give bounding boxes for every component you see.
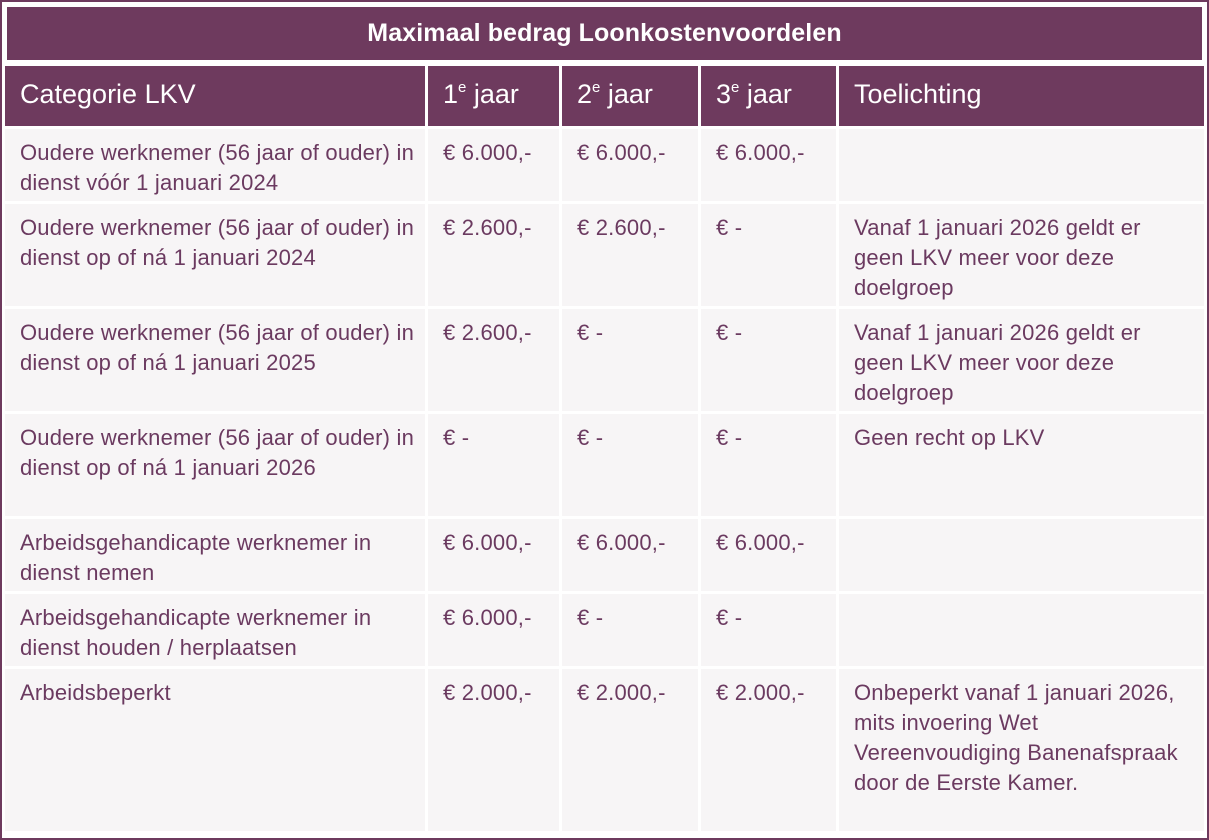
header-year-1-sup: e <box>458 78 467 96</box>
cell-year-1: € 6.000,- <box>428 516 562 591</box>
table-row: Oudere werknemer (56 jaar of ouder) in d… <box>5 126 1204 201</box>
cell-note: Geen recht op LKV <box>839 411 1204 516</box>
table-row: Oudere werknemer (56 jaar of ouder) in d… <box>5 306 1204 411</box>
header-year-3: 3e jaar <box>701 66 839 126</box>
header-year-2: 2e jaar <box>562 66 701 126</box>
header-year-3-num: 3 <box>716 78 732 109</box>
cell-year-1: € 6.000,- <box>428 126 562 201</box>
cell-category: Arbeidsgehandicapte werknemer in dienst … <box>5 516 428 591</box>
cell-year-1: € - <box>428 411 562 516</box>
cell-year-1: € 2.600,- <box>428 306 562 411</box>
cell-note <box>839 591 1204 666</box>
cell-year-2: € 2.000,- <box>562 666 701 831</box>
header-year-1: 1e jaar <box>428 66 562 126</box>
cell-year-3: € 6.000,- <box>701 516 839 591</box>
cell-year-3: € - <box>701 591 839 666</box>
cell-category: Oudere werknemer (56 jaar of ouder) in d… <box>5 411 428 516</box>
header-year-1-word: jaar <box>466 78 519 109</box>
header-year-2-word: jaar <box>600 78 653 109</box>
lkv-table: Categorie LKV 1e jaar 2e jaar 3e jaar To… <box>5 66 1204 831</box>
cell-note <box>839 126 1204 201</box>
table-row: Arbeidsbeperkt € 2.000,- € 2.000,- € 2.0… <box>5 666 1204 831</box>
header-year-2-sup: e <box>592 78 601 96</box>
cell-year-2: € 2.600,- <box>562 201 701 306</box>
header-explanation: Toelichting <box>839 66 1204 126</box>
cell-category: Arbeidsgehandicapte werknemer in dienst … <box>5 591 428 666</box>
header-category: Categorie LKV <box>5 66 428 126</box>
cell-year-3: € 6.000,- <box>701 126 839 201</box>
header-year-1-num: 1 <box>443 78 459 109</box>
table-row: Arbeidsgehandicapte werknemer in dienst … <box>5 516 1204 591</box>
cell-category: Oudere werknemer (56 jaar of ouder) in d… <box>5 201 428 306</box>
cell-year-2: € 6.000,- <box>562 126 701 201</box>
header-year-2-num: 2 <box>577 78 593 109</box>
cell-year-1: € 2.600,- <box>428 201 562 306</box>
cell-year-3: € - <box>701 201 839 306</box>
table-row: Oudere werknemer (56 jaar of ouder) in d… <box>5 411 1204 516</box>
header-year-3-sup: e <box>731 78 740 96</box>
cell-note: Vanaf 1 januari 2026 geldt er geen LKV m… <box>839 201 1204 306</box>
cell-category: Oudere werknemer (56 jaar of ouder) in d… <box>5 126 428 201</box>
cell-category: Oudere werknemer (56 jaar of ouder) in d… <box>5 306 428 411</box>
cell-note: Onbeperkt vanaf 1 januari 2026, mits inv… <box>839 666 1204 831</box>
table-title: Maximaal bedrag Loonkostenvoordelen <box>5 5 1204 62</box>
cell-category: Arbeidsbeperkt <box>5 666 428 831</box>
cell-year-3: € - <box>701 306 839 411</box>
cell-note: Vanaf 1 januari 2026 geldt er geen LKV m… <box>839 306 1204 411</box>
header-row: Categorie LKV 1e jaar 2e jaar 3e jaar To… <box>5 66 1204 126</box>
cell-year-2: € - <box>562 411 701 516</box>
header-year-3-word: jaar <box>739 78 792 109</box>
cell-year-1: € 6.000,- <box>428 591 562 666</box>
cell-year-1: € 2.000,- <box>428 666 562 831</box>
cell-year-3: € - <box>701 411 839 516</box>
cell-year-2: € 6.000,- <box>562 516 701 591</box>
cell-year-2: € - <box>562 591 701 666</box>
cell-note <box>839 516 1204 591</box>
cell-year-3: € 2.000,- <box>701 666 839 831</box>
table-row: Oudere werknemer (56 jaar of ouder) in d… <box>5 201 1204 306</box>
table-row: Arbeidsgehandicapte werknemer in dienst … <box>5 591 1204 666</box>
cell-year-2: € - <box>562 306 701 411</box>
